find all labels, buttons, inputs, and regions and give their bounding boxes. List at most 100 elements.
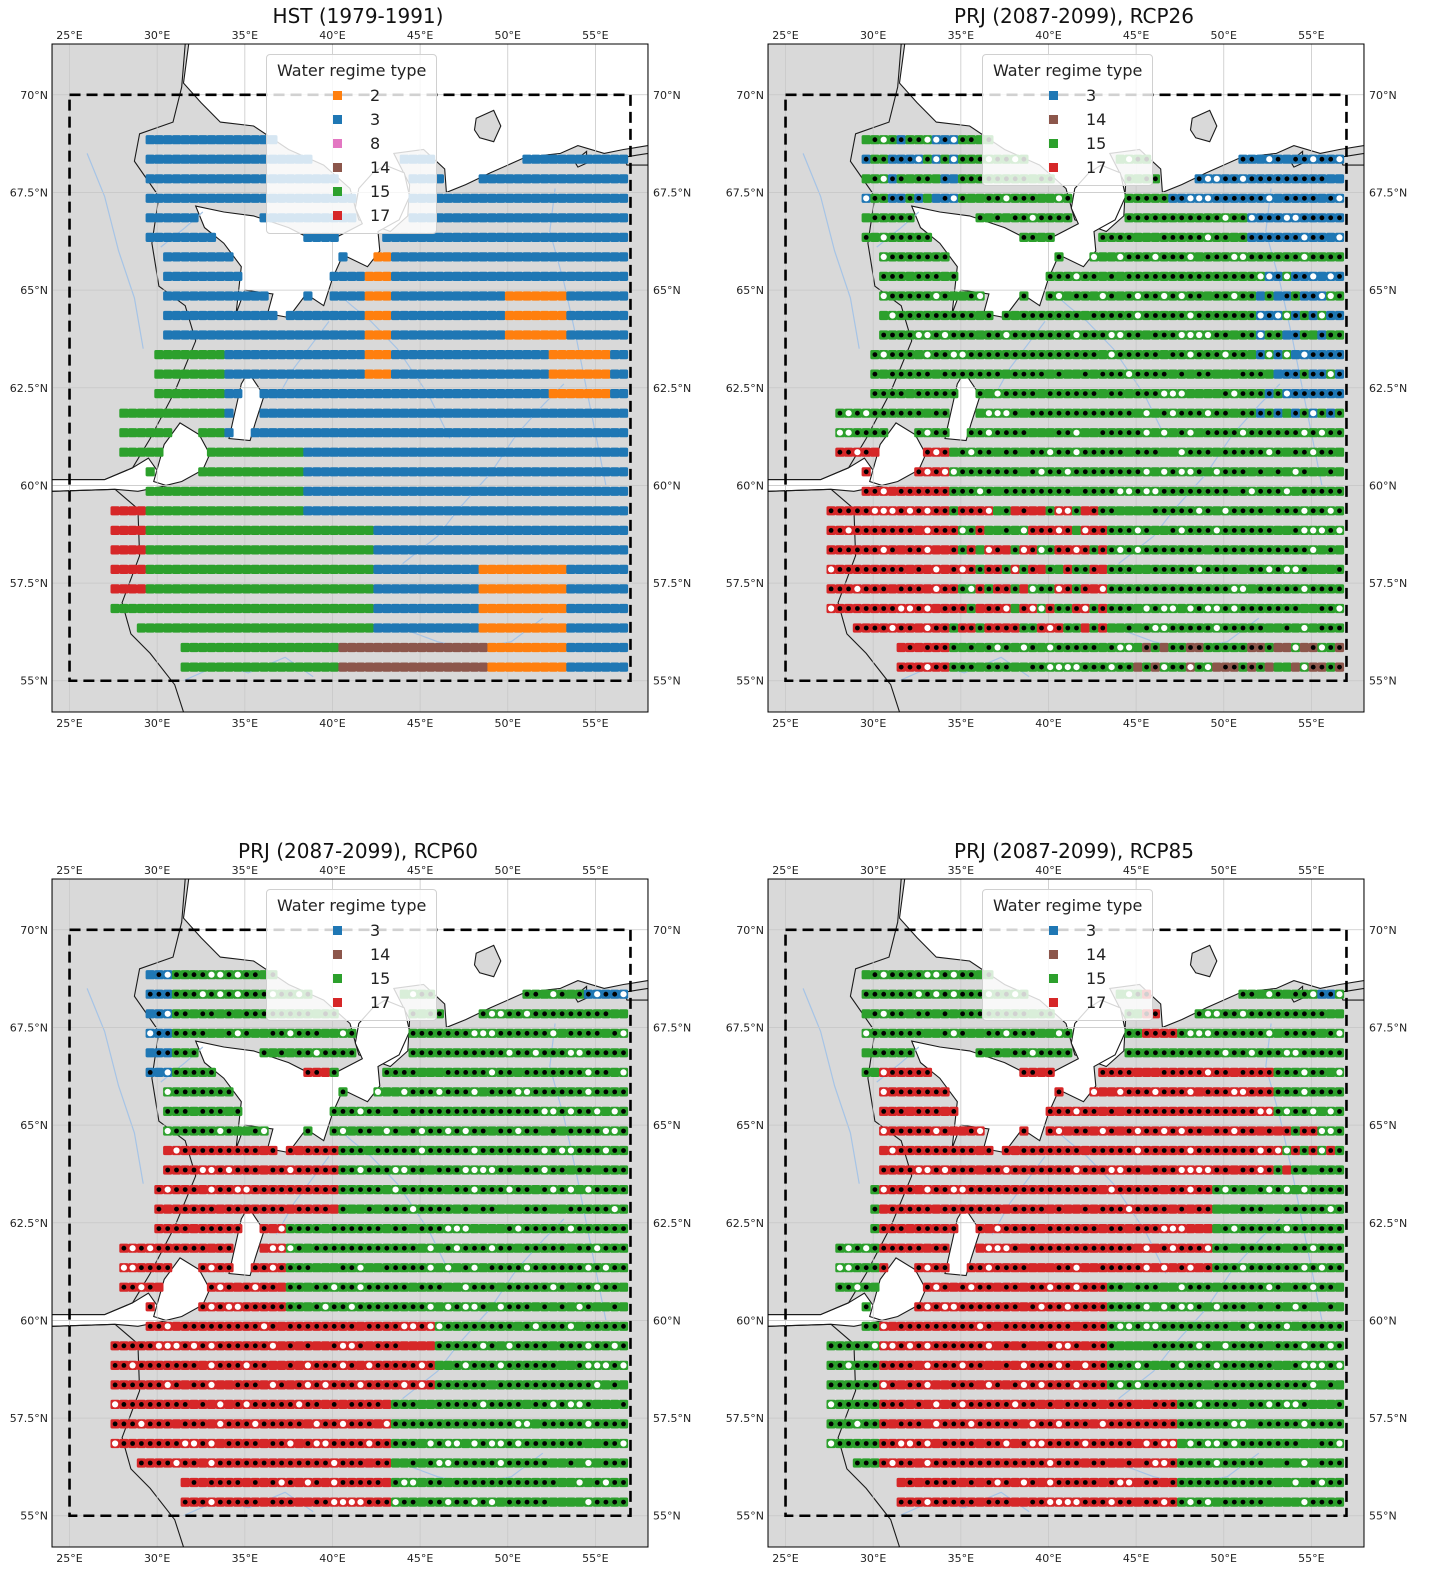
regime-cell [479, 545, 488, 554]
regime-cell [338, 545, 347, 554]
change-marker [1301, 508, 1307, 514]
change-marker [1258, 606, 1263, 611]
regime-cell [312, 526, 321, 535]
change-marker [1074, 587, 1079, 592]
regime-cell [619, 370, 628, 379]
change-marker [1223, 567, 1228, 572]
regime-cell [111, 565, 120, 574]
regime-cell [1300, 643, 1309, 652]
change-marker [1118, 567, 1123, 572]
regime-cell [382, 350, 391, 359]
change-marker [1100, 411, 1105, 416]
regime-cell [566, 448, 575, 457]
regime-cell [373, 526, 382, 535]
change-marker [227, 1480, 232, 1485]
regime-cell [870, 233, 879, 242]
change-marker [864, 626, 869, 631]
change-marker [1171, 548, 1176, 553]
regime-cell [137, 623, 146, 632]
change-marker [1188, 274, 1193, 279]
change-marker [1057, 489, 1062, 494]
regime-cell [356, 663, 365, 672]
change-marker [1100, 372, 1105, 377]
regime-cell [224, 409, 233, 418]
change-marker [873, 372, 878, 377]
regime-cell [224, 291, 233, 300]
regime-cell [321, 233, 330, 242]
lon-tick-label: 30°E [860, 717, 886, 730]
regime-cell [137, 526, 146, 535]
change-marker [969, 157, 974, 162]
change-marker [951, 645, 956, 650]
regime-cell [1081, 506, 1090, 515]
change-marker [384, 1500, 389, 1505]
regime-cell [470, 252, 479, 261]
regime-cell [330, 604, 339, 613]
change-marker [271, 1402, 276, 1407]
change-marker [1126, 488, 1132, 494]
regime-cell [400, 1458, 409, 1467]
regime-cell [242, 311, 251, 320]
regime-cell [417, 272, 426, 281]
regime-cell [549, 565, 558, 574]
change-marker [533, 1500, 538, 1505]
change-marker [1004, 508, 1009, 513]
regime-cell [514, 663, 523, 672]
regime-cell [119, 448, 128, 457]
regime-cell [295, 1498, 304, 1507]
regime-cell [593, 467, 602, 476]
change-marker [916, 196, 921, 201]
regime-cell [207, 604, 216, 613]
regime-cell [1230, 409, 1239, 418]
change-marker [1171, 665, 1176, 670]
change-marker [139, 1363, 144, 1368]
change-marker [855, 606, 860, 611]
change-marker [113, 1363, 118, 1368]
regime-cell [163, 135, 172, 144]
regime-cell [461, 233, 470, 242]
change-marker [960, 157, 965, 162]
change-marker [978, 469, 983, 474]
regime-cell [233, 155, 242, 164]
change-marker [986, 508, 992, 514]
change-marker [899, 294, 904, 299]
change-marker [1179, 508, 1184, 513]
change-marker [960, 176, 965, 181]
change-marker [1048, 508, 1053, 513]
change-marker [995, 196, 1000, 201]
change-marker [157, 1441, 162, 1446]
change-marker [428, 1500, 433, 1505]
change-marker [908, 665, 913, 670]
change-marker [863, 195, 869, 201]
change-marker [1302, 450, 1307, 455]
change-marker [498, 1480, 503, 1485]
regime-cell [496, 389, 505, 398]
change-marker [376, 1461, 381, 1466]
change-marker [1196, 332, 1202, 338]
legend-swatch [1049, 115, 1058, 124]
change-marker [1092, 411, 1097, 416]
change-marker [288, 1461, 293, 1466]
regime-cell [584, 291, 593, 300]
change-marker [1092, 645, 1097, 650]
change-marker [846, 450, 851, 455]
regime-cell [154, 623, 163, 632]
change-marker [1205, 410, 1211, 416]
regime-cell [154, 506, 163, 515]
change-marker [1127, 528, 1132, 533]
change-marker [969, 176, 974, 181]
regime-cell [584, 506, 593, 515]
change-marker [1258, 528, 1263, 533]
regime-cell [365, 623, 374, 632]
legend-label: 14 [370, 158, 390, 177]
regime-cell [923, 584, 932, 593]
regime-cell [207, 623, 216, 632]
change-marker [1144, 410, 1150, 416]
change-marker [951, 274, 956, 279]
change-marker [148, 1422, 153, 1427]
regime-cell [330, 233, 339, 242]
change-marker [217, 1401, 223, 1407]
regime-cell [356, 409, 365, 418]
change-marker [1241, 626, 1246, 631]
lon-tick-label: 50°E [1211, 29, 1237, 42]
